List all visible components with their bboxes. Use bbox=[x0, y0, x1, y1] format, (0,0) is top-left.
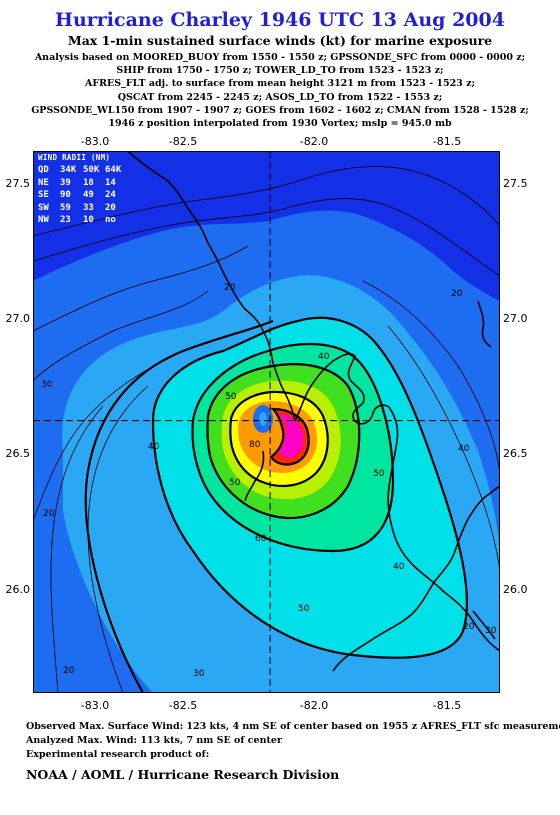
credit-line: NOAA / AOML / Hurricane Research Divisio… bbox=[26, 767, 340, 782]
map-frame bbox=[33, 151, 500, 693]
contour-label: 30 bbox=[193, 669, 205, 679]
observed-max-wind: Observed Max. Surface Wind: 123 kts, 4 n… bbox=[26, 721, 560, 732]
contour-label: 20 bbox=[451, 289, 463, 299]
wind-radii-table: WIND RADII (NM) QD 34K 50K 64K NE 39 18 14 SE 9… bbox=[38, 152, 125, 226]
coastline bbox=[127, 151, 500, 672]
analysis-sources: Analysis based on MOORED_BUOY from 1550 … bbox=[0, 51, 560, 130]
wind-band-110-plus bbox=[279, 413, 304, 458]
radii-col: QD bbox=[38, 165, 49, 176]
radii-cell: 49 bbox=[83, 190, 94, 201]
radii-cell: 18 bbox=[83, 177, 94, 188]
storm-eye-center bbox=[259, 412, 267, 426]
contour-label: 50 bbox=[225, 392, 237, 402]
thick-contours bbox=[84, 316, 468, 693]
radii-cell: 14 bbox=[105, 177, 116, 188]
lat-tick-right: 27.5 bbox=[503, 177, 528, 190]
contour-label: 40 bbox=[393, 562, 405, 572]
center-crosshair bbox=[33, 151, 500, 693]
lon-tick-top: -83.0 bbox=[80, 135, 110, 148]
contour-label: 20 bbox=[224, 283, 236, 293]
contour-label: 40 bbox=[318, 352, 330, 362]
wind-field-map: 20 20 20 30 30 40 40 40 40 50 50 50 50 6… bbox=[33, 151, 500, 693]
chart-subtitle: Max 1-min sustained surface winds (kt) f… bbox=[67, 33, 493, 48]
contour-label-group: 20 20 20 30 30 40 40 40 40 50 50 50 50 6… bbox=[41, 283, 497, 679]
radii-cell: NW bbox=[38, 215, 49, 226]
contour-label: 40 bbox=[148, 442, 160, 452]
lat-tick-left: 26.5 bbox=[5, 447, 31, 460]
contour-label: 50 bbox=[229, 478, 241, 488]
wind-radii-row: SE 90 49 24 bbox=[38, 189, 125, 201]
radii-cell: SW bbox=[38, 202, 49, 213]
footer-notes: Observed Max. Surface Wind: 123 kts, 4 n… bbox=[26, 720, 560, 762]
analysis-line: 1946 z position interpolated from 1930 V… bbox=[108, 118, 452, 130]
radii-col: 50K bbox=[83, 165, 100, 176]
wind-radii-row: NW 23 10 no bbox=[38, 214, 125, 226]
contour-label: 30 bbox=[485, 626, 497, 636]
lat-tick-left: 27.0 bbox=[5, 312, 31, 325]
wind-radii-header: WIND RADII (NM) bbox=[38, 153, 111, 162]
contour-label: 20 bbox=[463, 622, 475, 632]
wind-radii-row: SW 59 33 20 bbox=[38, 202, 125, 214]
contour-label: 50 bbox=[298, 604, 310, 614]
radii-cell: 39 bbox=[60, 177, 71, 188]
contour-label: 60 bbox=[255, 534, 267, 544]
lat-tick-left: 26.0 bbox=[5, 583, 31, 596]
radii-col: 34K bbox=[60, 165, 77, 176]
lon-tick-top: -81.5 bbox=[432, 135, 462, 148]
analysis-line: AFRES_FLT adj. to surface from mean heig… bbox=[84, 78, 475, 90]
analysis-line: Analysis based on MOORED_BUOY from 1550 … bbox=[34, 52, 526, 63]
lon-tick-bottom: -82.0 bbox=[299, 699, 329, 712]
analysis-line: SHIP from 1750 - 1750 z; TOWER_LD_TO fro… bbox=[116, 65, 444, 77]
lat-tick-right: 27.0 bbox=[503, 312, 528, 325]
radii-cell: 23 bbox=[60, 215, 71, 226]
radii-cell: 10 bbox=[83, 215, 94, 226]
lon-tick-top: -82.0 bbox=[299, 135, 329, 148]
experimental-note: Experimental research product of: bbox=[26, 749, 210, 760]
analysis-line: GPSSONDE_WL150 from 1907 - 1907 z; GOES … bbox=[31, 104, 529, 116]
radii-cell: NE bbox=[38, 177, 49, 188]
lat-tick-right: 26.5 bbox=[503, 447, 528, 460]
radii-cell: 90 bbox=[60, 190, 71, 201]
contour-label: 20 bbox=[43, 509, 55, 519]
lon-tick-bottom: -83.0 bbox=[80, 699, 110, 712]
analysis-line: QSCAT from 2245 - 2245 z; ASOS_LD_TO fro… bbox=[117, 91, 443, 103]
radii-col: 64K bbox=[105, 165, 122, 176]
lon-tick-top: -82.5 bbox=[168, 135, 198, 148]
contour-label: 80 bbox=[249, 440, 261, 450]
wind-radii-columns: QD 34K 50K 64K bbox=[38, 164, 125, 176]
contour-label: 50 bbox=[373, 469, 385, 479]
radii-cell: 24 bbox=[105, 190, 116, 201]
analyzed-max-wind: Analyzed Max. Wind: 113 kts, 7 nm SE of … bbox=[26, 735, 282, 746]
wind-radii-row: NE 39 18 14 bbox=[38, 177, 125, 189]
radii-cell: 59 bbox=[60, 202, 71, 213]
lon-tick-bottom: -82.5 bbox=[168, 699, 198, 712]
contour-label: 40 bbox=[458, 444, 470, 454]
contour-label: 20 bbox=[63, 666, 75, 676]
radii-cell: 20 bbox=[105, 202, 116, 213]
lat-tick-left: 27.5 bbox=[5, 177, 31, 190]
radii-cell: 33 bbox=[83, 202, 94, 213]
lat-tick-right: 26.0 bbox=[503, 583, 528, 596]
contour-label: 30 bbox=[41, 380, 53, 390]
lon-tick-bottom: -81.5 bbox=[432, 699, 462, 712]
chart-title: Hurricane Charley 1946 UTC 13 Aug 2004 bbox=[55, 9, 505, 31]
radii-cell: no bbox=[105, 215, 116, 226]
radii-cell: SE bbox=[38, 190, 49, 201]
